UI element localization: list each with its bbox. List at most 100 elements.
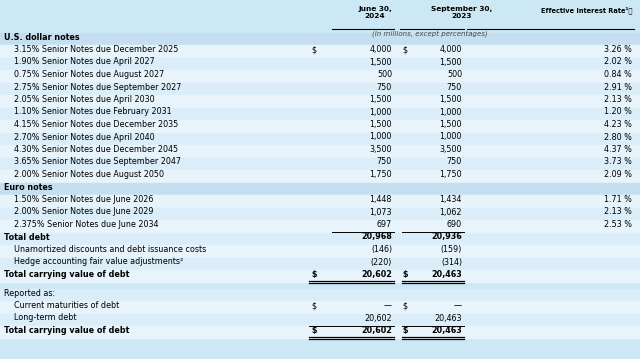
Bar bbox=[0, 245, 640, 256]
Text: $: $ bbox=[402, 45, 407, 54]
Bar bbox=[0, 220, 640, 232]
Text: 750: 750 bbox=[377, 83, 392, 92]
Text: 500: 500 bbox=[377, 70, 392, 79]
Text: 20,602: 20,602 bbox=[361, 326, 392, 335]
Text: 1,062: 1,062 bbox=[440, 208, 462, 216]
Text: 2.00% Senior Notes due June 2029: 2.00% Senior Notes due June 2029 bbox=[4, 208, 154, 216]
Text: 1,500: 1,500 bbox=[369, 120, 392, 129]
Bar bbox=[0, 257, 640, 269]
Text: 20,463: 20,463 bbox=[431, 326, 462, 335]
Text: 4.30% Senior Notes due December 2045: 4.30% Senior Notes due December 2045 bbox=[4, 145, 178, 154]
Text: 1,000: 1,000 bbox=[440, 132, 462, 141]
Text: (in millions, except percentages): (in millions, except percentages) bbox=[372, 30, 488, 37]
Text: 20,602: 20,602 bbox=[361, 270, 392, 279]
Text: 2.53 %: 2.53 % bbox=[604, 220, 632, 229]
Text: (146): (146) bbox=[371, 245, 392, 254]
Text: $: $ bbox=[402, 270, 408, 279]
Bar bbox=[0, 208, 640, 219]
Text: 3,500: 3,500 bbox=[440, 145, 462, 154]
Text: 3.15% Senior Notes due December 2025: 3.15% Senior Notes due December 2025 bbox=[4, 45, 179, 54]
Text: 1.20 %: 1.20 % bbox=[604, 107, 632, 117]
Bar bbox=[0, 313, 640, 325]
Text: Unamortized discounts and debt issuance costs: Unamortized discounts and debt issuance … bbox=[4, 245, 206, 254]
Bar bbox=[0, 45, 640, 56]
Text: June 30,
2024: June 30, 2024 bbox=[358, 6, 392, 19]
Bar bbox=[0, 326, 640, 337]
Bar bbox=[0, 145, 640, 157]
Bar bbox=[0, 195, 640, 206]
Text: Euro notes: Euro notes bbox=[4, 182, 52, 191]
Bar bbox=[0, 95, 640, 107]
Text: 2.13 %: 2.13 % bbox=[604, 208, 632, 216]
Bar bbox=[0, 83, 640, 94]
Bar bbox=[0, 233, 640, 244]
Bar bbox=[0, 57, 640, 69]
Text: $: $ bbox=[311, 326, 317, 335]
Text: 2.91 %: 2.91 % bbox=[604, 83, 632, 92]
Text: 697: 697 bbox=[377, 220, 392, 229]
Text: 1,500: 1,500 bbox=[440, 95, 462, 104]
Text: 1.71 %: 1.71 % bbox=[604, 195, 632, 204]
Text: 3.65% Senior Notes due September 2047: 3.65% Senior Notes due September 2047 bbox=[4, 158, 181, 167]
Text: 3,500: 3,500 bbox=[369, 145, 392, 154]
Text: 20,936: 20,936 bbox=[431, 233, 462, 242]
Text: 3.73 %: 3.73 % bbox=[604, 158, 632, 167]
Text: 750: 750 bbox=[447, 83, 462, 92]
Text: 2.70% Senior Notes due April 2040: 2.70% Senior Notes due April 2040 bbox=[4, 132, 155, 141]
Text: 4.23 %: 4.23 % bbox=[604, 120, 632, 129]
Bar bbox=[0, 182, 640, 194]
Text: 2.09 %: 2.09 % bbox=[604, 170, 632, 179]
Text: (159): (159) bbox=[440, 245, 462, 254]
Text: $: $ bbox=[311, 301, 316, 310]
Bar bbox=[0, 170, 640, 182]
Text: 1,750: 1,750 bbox=[369, 170, 392, 179]
Text: Total debt: Total debt bbox=[4, 233, 50, 242]
Bar bbox=[0, 270, 640, 281]
Text: 2.05% Senior Notes due April 2030: 2.05% Senior Notes due April 2030 bbox=[4, 95, 155, 104]
Text: 4.37 %: 4.37 % bbox=[604, 145, 632, 154]
Text: Total carrying value of debt: Total carrying value of debt bbox=[4, 326, 129, 335]
Text: Total carrying value of debt: Total carrying value of debt bbox=[4, 270, 129, 279]
Text: 1,073: 1,073 bbox=[369, 208, 392, 216]
Text: 1.90% Senior Notes due April 2027: 1.90% Senior Notes due April 2027 bbox=[4, 57, 155, 66]
Text: (314): (314) bbox=[441, 257, 462, 266]
Text: 1,500: 1,500 bbox=[440, 120, 462, 129]
Text: 1,500: 1,500 bbox=[369, 57, 392, 66]
Text: $: $ bbox=[311, 270, 317, 279]
Text: $: $ bbox=[311, 45, 316, 54]
Text: 4,000: 4,000 bbox=[440, 45, 462, 54]
Text: 500: 500 bbox=[447, 70, 462, 79]
Text: 20,463: 20,463 bbox=[435, 313, 462, 322]
Text: 750: 750 bbox=[377, 158, 392, 167]
Text: 1,750: 1,750 bbox=[440, 170, 462, 179]
Text: 750: 750 bbox=[447, 158, 462, 167]
Text: 20,968: 20,968 bbox=[361, 233, 392, 242]
Text: 2.375% Senior Notes due June 2034: 2.375% Senior Notes due June 2034 bbox=[4, 220, 159, 229]
Text: September 30,
2023: September 30, 2023 bbox=[431, 6, 492, 19]
Bar bbox=[0, 70, 640, 81]
Text: 1,000: 1,000 bbox=[370, 132, 392, 141]
Text: Hedge accounting fair value adjustments²: Hedge accounting fair value adjustments² bbox=[4, 257, 183, 266]
Text: 20,602: 20,602 bbox=[364, 313, 392, 322]
Text: 4.15% Senior Notes due December 2035: 4.15% Senior Notes due December 2035 bbox=[4, 120, 179, 129]
Text: 1,000: 1,000 bbox=[370, 107, 392, 117]
Text: 2.02 %: 2.02 % bbox=[604, 57, 632, 66]
Text: Long-term debt: Long-term debt bbox=[4, 313, 77, 322]
Text: 1.50% Senior Notes due June 2026: 1.50% Senior Notes due June 2026 bbox=[4, 195, 154, 204]
Text: $: $ bbox=[402, 326, 408, 335]
Text: 1,000: 1,000 bbox=[440, 107, 462, 117]
Text: 1,448: 1,448 bbox=[370, 195, 392, 204]
Text: 690: 690 bbox=[447, 220, 462, 229]
Text: 1,500: 1,500 bbox=[440, 57, 462, 66]
Text: (220): (220) bbox=[371, 257, 392, 266]
Bar bbox=[0, 107, 640, 119]
Bar bbox=[0, 120, 640, 131]
Text: 20,463: 20,463 bbox=[431, 270, 462, 279]
Text: 1,434: 1,434 bbox=[440, 195, 462, 204]
Bar bbox=[0, 301, 640, 312]
Text: Current maturities of debt: Current maturities of debt bbox=[4, 301, 119, 310]
Bar bbox=[0, 33, 640, 44]
Text: 1.10% Senior Notes due February 2031: 1.10% Senior Notes due February 2031 bbox=[4, 107, 172, 117]
Bar bbox=[0, 289, 640, 300]
Text: 3.26 %: 3.26 % bbox=[604, 45, 632, 54]
